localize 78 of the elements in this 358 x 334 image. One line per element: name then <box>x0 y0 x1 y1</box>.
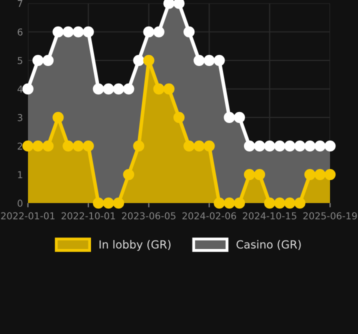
point <box>72 140 84 152</box>
point <box>194 140 205 152</box>
point <box>284 198 296 209</box>
point <box>72 26 84 38</box>
point <box>153 26 164 38</box>
point <box>244 168 256 180</box>
point <box>42 54 54 66</box>
point <box>62 26 74 38</box>
point <box>123 168 134 180</box>
point <box>204 54 215 66</box>
point <box>294 140 306 152</box>
point <box>214 54 225 66</box>
point <box>184 140 195 152</box>
x-tick-label: 2025-06-19 <box>303 212 357 220</box>
point <box>194 54 205 66</box>
point <box>163 0 174 9</box>
legend-label: Casino (GR) <box>236 240 301 250</box>
x-tick-label: 2024-10-15 <box>242 212 296 220</box>
point <box>163 83 174 94</box>
y-tick-label: 5 <box>18 57 22 64</box>
y-tick-label: 7 <box>18 0 22 7</box>
point <box>42 140 54 152</box>
point <box>204 140 215 152</box>
y-tick-label: 3 <box>18 114 22 122</box>
x-tick-label: 2024-02-06 <box>182 212 236 220</box>
point <box>244 140 256 152</box>
point <box>143 54 154 66</box>
point <box>264 140 276 152</box>
point <box>264 198 276 209</box>
point <box>324 140 336 152</box>
point <box>294 198 306 209</box>
y-tick-label: 1 <box>18 171 22 178</box>
point <box>52 26 64 38</box>
point <box>234 112 245 124</box>
point <box>254 140 266 152</box>
point <box>254 168 266 180</box>
x-tick-label: 2022-01-01 <box>1 212 54 220</box>
point <box>82 26 94 38</box>
point <box>32 140 44 152</box>
point <box>324 168 336 180</box>
point <box>153 83 164 94</box>
y-tick-label: 4 <box>18 86 23 93</box>
point <box>274 198 286 209</box>
point <box>314 140 326 152</box>
point <box>173 112 185 124</box>
point <box>22 140 34 152</box>
point <box>304 140 316 152</box>
point <box>133 54 144 66</box>
x-tick-label: 2023-06-05 <box>122 212 176 220</box>
y-tick-label: 0 <box>18 200 22 207</box>
x-tick-label: 2022-10-01 <box>62 212 115 220</box>
point <box>314 168 326 180</box>
point <box>92 198 104 209</box>
point <box>102 83 114 94</box>
point <box>62 140 74 152</box>
point <box>284 140 296 152</box>
point <box>92 83 104 94</box>
point <box>274 140 286 152</box>
point <box>123 83 134 94</box>
point <box>214 198 225 209</box>
point <box>224 112 235 124</box>
point <box>224 198 235 209</box>
point <box>173 0 185 9</box>
point <box>82 140 94 152</box>
point <box>113 198 124 209</box>
point <box>32 54 44 66</box>
y-tick-label: 6 <box>18 28 22 36</box>
point <box>52 112 64 124</box>
legend-label: In lobby (GR) <box>100 240 170 251</box>
point <box>184 26 195 38</box>
y-tick-label: 2 <box>18 142 22 150</box>
point <box>234 198 245 209</box>
point <box>102 198 114 209</box>
point <box>133 140 144 152</box>
point <box>304 168 316 180</box>
point <box>22 83 34 94</box>
point <box>143 26 154 38</box>
point <box>113 83 124 94</box>
